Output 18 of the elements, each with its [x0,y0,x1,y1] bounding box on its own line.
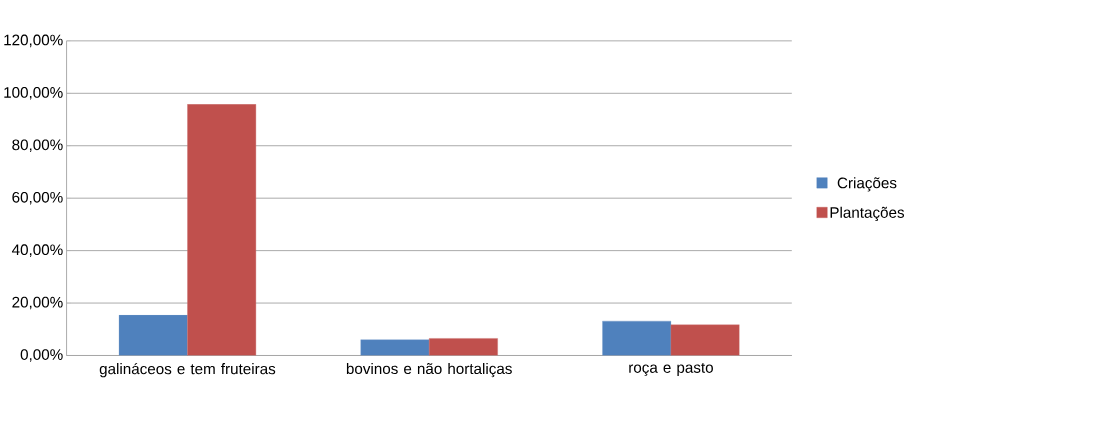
bar [360,339,430,356]
y-tick-label: 120,00% [4,34,63,48]
x-tick-label: bovinos e não hortaliças [346,362,512,378]
x-tick-label: galináceos e tem fruteiras [99,362,276,378]
y-tick-label: 20,00% [12,296,63,310]
y-tick-label: 60,00% [12,191,63,205]
bar [602,320,672,356]
y-tick-label: 80,00% [12,139,63,153]
y-tick-label: 0,00% [20,349,63,362]
bar [118,314,188,356]
x-tick-label: roça e pasto [629,362,713,376]
y-tick-label: 100,00% [4,87,63,100]
y-tick-label: 40,00% [11,244,63,257]
legend-label: Plantações [830,206,905,221]
bar [670,324,740,356]
bar [187,104,257,356]
legend-label: Criações [837,177,897,192]
bar [429,338,498,356]
